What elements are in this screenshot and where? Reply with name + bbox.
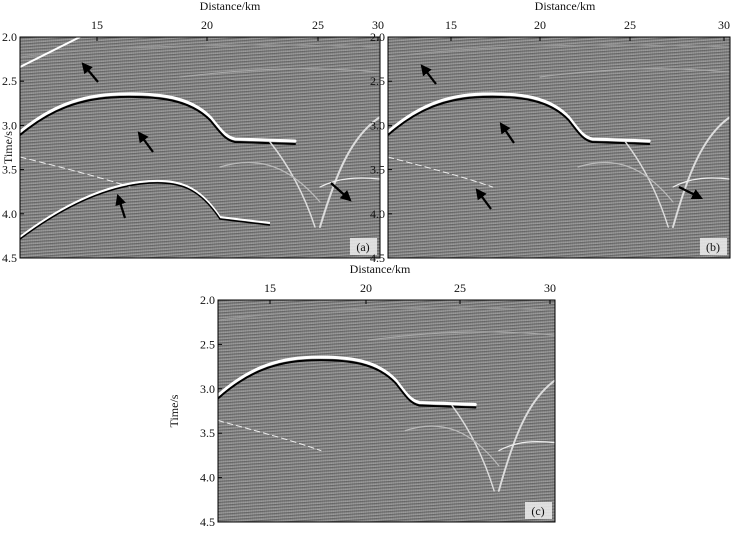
y-axis-label: Time/s	[167, 394, 181, 427]
y-tick-label: 4.0	[200, 471, 215, 485]
y-tick-label: 4.0	[2, 207, 17, 221]
y-tick-label: 4.5	[2, 251, 17, 265]
panel-image	[19, 36, 381, 259]
x-tick-label: 25	[312, 18, 324, 32]
x-tick-label: 30	[544, 281, 556, 295]
x-axis-label: Distance/km	[535, 0, 596, 13]
x-axis-label: Distance/km	[350, 262, 411, 276]
y-tick-label: 2.0	[370, 30, 385, 44]
x-tick-label: 25	[454, 281, 466, 295]
y-tick-label: 2.0	[200, 293, 215, 307]
y-tick-label: 2.5	[200, 337, 215, 351]
y-tick-label: 3.5	[370, 163, 385, 177]
panel-image	[217, 299, 556, 523]
x-tick-label: 20	[201, 18, 213, 32]
panel-image	[387, 36, 731, 259]
y-tick-label: 4.5	[200, 515, 215, 529]
panel-label: (a)	[356, 240, 369, 254]
x-tick-label: 30	[372, 18, 384, 32]
y-tick-label: 3.0	[200, 382, 215, 396]
panel-label-box	[350, 238, 377, 255]
y-tick-label: 3.0	[370, 118, 385, 132]
x-axis-label: Distance/km	[200, 0, 261, 13]
panel-label-box	[525, 502, 552, 519]
y-tick-label: 2.0	[2, 30, 17, 44]
y-tick-label: 3.0	[2, 118, 17, 132]
y-axis-label: Time/s	[1, 131, 15, 164]
y-tick-label: 2.5	[370, 74, 385, 88]
y-tick-label: 4.5	[370, 251, 385, 265]
y-tick-label: 3.5	[200, 426, 215, 440]
x-tick-label: 15	[264, 281, 276, 295]
panel-label: (c)	[531, 504, 544, 518]
x-tick-label: 15	[445, 18, 457, 32]
y-tick-label: 4.0	[370, 207, 385, 221]
x-tick-label: 20	[534, 18, 546, 32]
x-tick-label: 25	[624, 18, 636, 32]
x-tick-label: 30	[718, 18, 730, 32]
x-tick-label: 20	[360, 281, 372, 295]
panel-label: (b)	[706, 240, 720, 254]
x-tick-label: 15	[91, 18, 103, 32]
arrows	[81, 62, 703, 219]
y-tick-label: 3.5	[2, 163, 17, 177]
y-tick-label: 2.5	[2, 74, 17, 88]
panel-label-box	[700, 238, 727, 255]
